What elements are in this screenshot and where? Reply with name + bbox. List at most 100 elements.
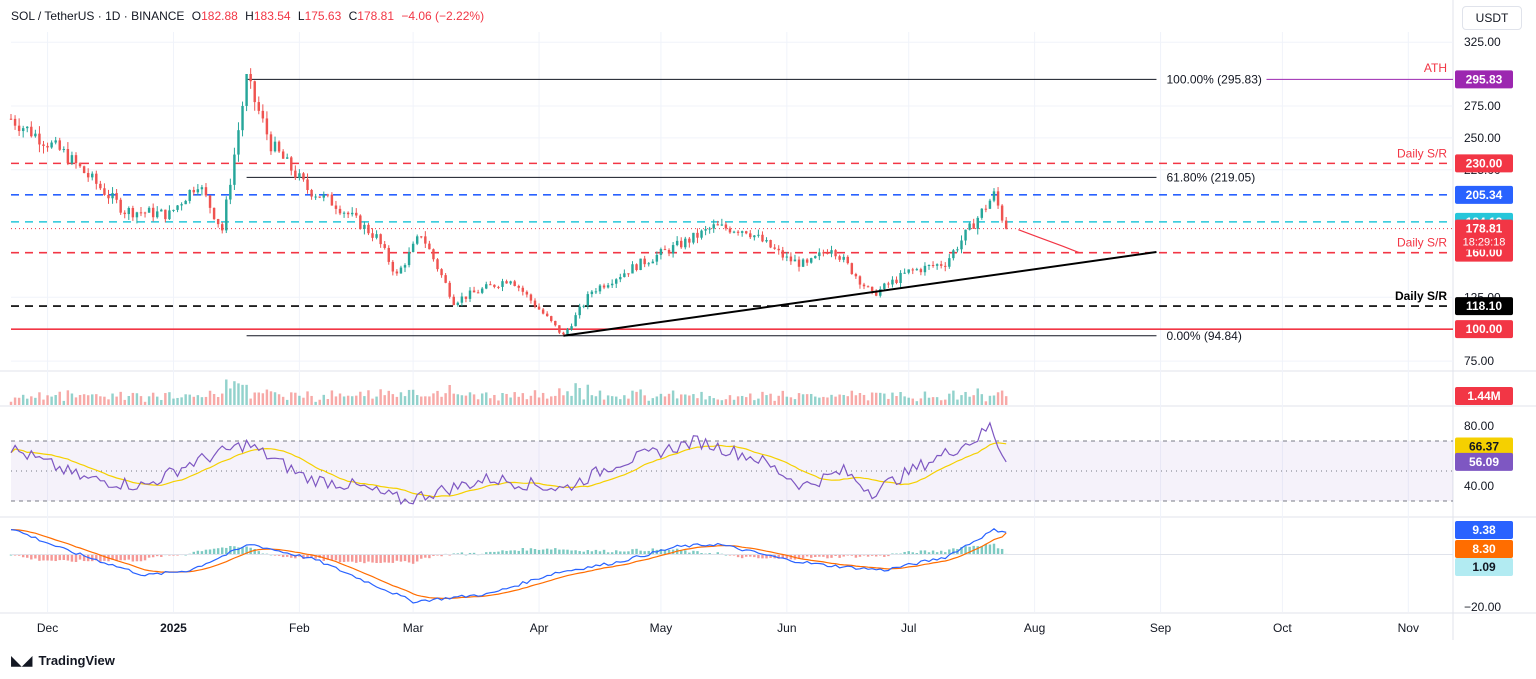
level-tag-bg [1455, 297, 1513, 316]
candle-body [34, 133, 37, 137]
candle-body [749, 233, 752, 238]
macd-histogram-bar [781, 554, 784, 559]
macd-histogram-bar [253, 549, 256, 555]
volume-bar [440, 396, 443, 405]
macd-histogram-bar [261, 553, 265, 555]
volume-bar [635, 391, 638, 405]
symbol-name[interactable]: SOL / TetherUS [11, 9, 95, 23]
macd-histogram-bar [237, 547, 240, 555]
macd-histogram-bar [562, 549, 565, 555]
last-price-tag-countdown: 18:29:18 [1463, 237, 1506, 249]
volume-bar [448, 384, 451, 405]
macd-histogram-bar [326, 554, 330, 560]
volume-bar [249, 398, 252, 405]
volume-bar [923, 391, 927, 405]
macd-histogram-bar [566, 549, 569, 555]
level-tag: 100.00 [1466, 322, 1503, 336]
volume-bar [363, 396, 366, 405]
rsi-ma-tag: 66.37 [1469, 439, 1499, 453]
volume-bar [688, 395, 691, 405]
candle-body [939, 264, 943, 266]
interval-label[interactable]: 1D [105, 9, 121, 23]
candle-body [249, 73, 252, 82]
macd-histogram-bar [493, 551, 496, 555]
candle-body [781, 250, 784, 258]
macd-histogram-bar [143, 554, 147, 561]
candle-body [525, 291, 529, 295]
candle-body [403, 265, 407, 268]
candle-body [907, 269, 910, 273]
volume-bar [460, 395, 464, 405]
candle-body [379, 234, 382, 245]
volume-bar [472, 394, 476, 405]
macd-histogram-bar [62, 554, 66, 560]
macd-histogram-bar [420, 554, 423, 559]
candle-body [554, 320, 557, 326]
candle-body [314, 196, 317, 198]
volume-bar [229, 388, 232, 405]
candle-body [805, 259, 809, 263]
candle-body [578, 306, 581, 316]
volume-bar [99, 396, 102, 405]
volume-bar [216, 397, 220, 405]
macd-histogram-bar [740, 554, 744, 559]
volume-bar [915, 401, 919, 405]
volume-bar [172, 398, 175, 405]
volume-bar [281, 396, 285, 405]
candle-body [139, 212, 143, 214]
currency-button[interactable]: USDT [1462, 6, 1522, 30]
volume-bar [184, 394, 187, 405]
candle-body [830, 250, 833, 254]
candle-body [359, 215, 362, 229]
candle-body [761, 234, 764, 242]
macd-histogram-bar [696, 551, 699, 555]
candle-body [58, 140, 61, 150]
volume-bar [273, 392, 277, 405]
macd-histogram-bar [127, 554, 131, 560]
candle-body [716, 224, 720, 226]
ath-tag-bg [1455, 70, 1513, 89]
last-price-tag-bg [1455, 219, 1513, 250]
candle-body [395, 271, 399, 274]
candle-body [391, 261, 395, 272]
macd-histogram-bar [757, 554, 760, 559]
candle-body [342, 212, 346, 214]
candle-body [46, 145, 49, 148]
candle-body [529, 294, 533, 301]
macd-histogram-bar [196, 550, 200, 555]
candle-body [62, 149, 66, 151]
candle-body [21, 128, 25, 132]
candle-body [789, 256, 793, 262]
candle-body [50, 142, 53, 148]
candle-body [225, 199, 228, 231]
macd-histogram-bar [505, 550, 508, 555]
level-tag: 205.34 [1466, 188, 1503, 202]
candle-body [866, 286, 870, 288]
candle-body [493, 284, 496, 287]
candle-body [229, 184, 232, 200]
macd-histogram-bar [602, 549, 606, 555]
volume-bar [387, 390, 390, 405]
volume-bar [594, 396, 598, 405]
candle-body [54, 140, 57, 143]
volume-bar [935, 397, 939, 405]
macd-line [10, 528, 1007, 604]
macd-histogram-bar [489, 551, 492, 555]
volume-bar [464, 395, 468, 405]
volume-bar [720, 400, 724, 405]
candle-body [659, 249, 663, 255]
volume-bar [631, 390, 634, 405]
candle-body [972, 223, 975, 229]
candle-body [86, 173, 90, 178]
candle-body [497, 286, 500, 288]
macd-histogram-bar [911, 552, 914, 555]
x-tick-label: May [650, 621, 673, 635]
volume-bar [91, 394, 94, 405]
candle-body [935, 264, 939, 266]
low-label: L [297, 9, 305, 23]
macd-histogram-bar [151, 554, 155, 558]
candle-body [643, 258, 646, 265]
candle-body [363, 224, 366, 229]
tradingview-logo[interactable]: ◣◢ TradingView [11, 652, 115, 669]
